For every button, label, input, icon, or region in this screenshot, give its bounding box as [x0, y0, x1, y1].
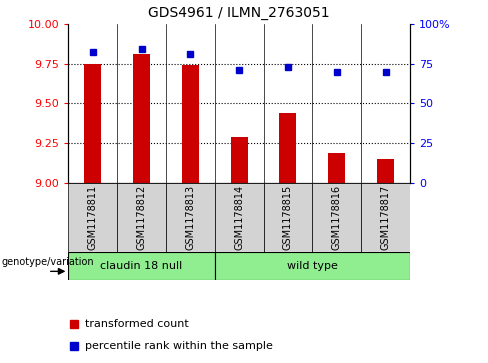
Bar [133, 54, 150, 183]
Text: transformed count: transformed count [85, 319, 188, 329]
Text: GSM1178815: GSM1178815 [283, 185, 293, 250]
Bar [230, 137, 248, 183]
Text: claudin 18 null: claudin 18 null [101, 261, 183, 271]
Bar [117, 183, 166, 252]
Bar [166, 183, 215, 252]
Text: genotype/variation: genotype/variation [1, 257, 94, 267]
Bar [377, 159, 394, 183]
Bar [84, 64, 102, 183]
Text: GSM1178812: GSM1178812 [137, 185, 146, 250]
Bar [215, 252, 410, 280]
Bar [312, 183, 361, 252]
Bar [68, 183, 117, 252]
Bar [328, 153, 345, 183]
Text: GSM1178817: GSM1178817 [381, 185, 390, 250]
Text: GSM1178811: GSM1178811 [88, 185, 98, 250]
Text: GSM1178813: GSM1178813 [185, 185, 195, 250]
Text: wild type: wild type [287, 261, 338, 271]
Text: percentile rank within the sample: percentile rank within the sample [85, 341, 273, 351]
Bar [279, 113, 297, 183]
Title: GDS4961 / ILMN_2763051: GDS4961 / ILMN_2763051 [148, 6, 330, 20]
Bar [215, 183, 264, 252]
Text: GSM1178816: GSM1178816 [332, 185, 342, 250]
Bar [361, 183, 410, 252]
Text: GSM1178814: GSM1178814 [234, 185, 244, 250]
Bar [264, 183, 312, 252]
Bar [68, 252, 215, 280]
Bar [182, 65, 199, 183]
